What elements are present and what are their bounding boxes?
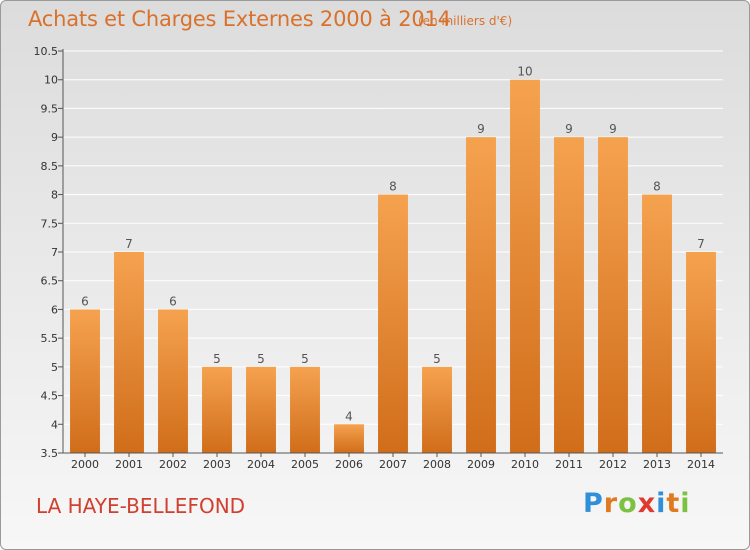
y-tick-label: 6 [51,303,58,316]
x-tick-label: 2004 [247,458,275,471]
bar-value-label: 5 [257,352,265,366]
y-tick-label: 10 [44,74,58,87]
bar [642,194,672,454]
y-tick-label: 7 [51,246,58,259]
bar-value-label: 8 [653,180,661,194]
logo-letter: i [656,488,667,519]
axes [58,49,723,457]
bar-value-label: 7 [697,237,705,251]
y-tick-label: 8 [51,189,58,202]
x-tick-label: 2005 [291,458,319,471]
y-tick-label: 6.5 [41,275,59,288]
x-tick-label: 2013 [643,458,671,471]
x-tick-label: 2014 [687,458,715,471]
x-tick-label: 2007 [379,458,407,471]
bar [202,366,232,453]
bar [246,366,276,453]
bar-value-label: 4 [345,409,353,423]
chart-title: Achats et Charges Externes 2000 à 2014 [28,7,451,31]
bar-value-label: 9 [477,122,485,136]
x-tick-label: 2009 [467,458,495,471]
bar [290,366,320,453]
y-tick-label: 10.5 [34,45,59,58]
bar-value-label: 7 [125,237,133,251]
bar [466,137,496,453]
x-tick-label: 2000 [71,458,99,471]
chart-subtitle: (en milliers d'€) [418,14,513,28]
y-tick-label: 5.5 [41,332,59,345]
proxiti-logo: Proxiti [583,488,691,519]
y-tick-label: 8.5 [41,160,59,173]
y-tick-label: 7.5 [41,217,59,230]
x-tick-label: 2011 [555,458,583,471]
bar [598,137,628,453]
bar [554,137,584,453]
bar [158,309,188,453]
x-tick-label: 2002 [159,458,187,471]
logo-letter: P [583,488,604,519]
y-tick-label: 9.5 [41,102,59,115]
bar [70,309,100,453]
y-tick-label: 4 [51,418,58,431]
bar-value-label: 8 [389,180,397,194]
y-tick-label: 4.5 [41,390,59,403]
logo-letter: o [618,488,638,519]
logo-letter: t [666,488,681,519]
bar [422,366,452,453]
bar [686,252,716,453]
bar-value-label: 5 [433,352,441,366]
bar [114,252,144,453]
x-tick-label: 2012 [599,458,627,471]
bars [70,79,716,454]
bar [510,79,540,453]
x-tick-label: 2008 [423,458,451,471]
bar [334,424,364,453]
bar-value-label: 9 [609,122,617,136]
commune-name: LA HAYE-BELLEFOND [36,494,246,518]
x-tick-label: 2001 [115,458,143,471]
x-tick-label: 2003 [203,458,231,471]
logo-letter: r [603,488,619,519]
y-tick-label: 9 [51,131,58,144]
bar-value-label: 10 [517,65,532,79]
y-tick-label: 3.5 [41,447,59,460]
bar-value-label: 9 [565,122,573,136]
logo-letter: i [680,488,691,519]
labels: 3.5 4 4.5 5 5.5 6 6.5 7 7.5 8 8.5 9 9.5 10 10.5 6 2000 7 2… [34,45,716,471]
bar-value-label: 6 [81,294,89,308]
bar-value-label: 6 [169,294,177,308]
bar [378,194,408,454]
bar-value-label: 5 [301,352,309,366]
bar-value-label: 5 [213,352,221,366]
y-tick-label: 5 [51,361,58,374]
x-tick-label: 2006 [335,458,363,471]
logo-letter: x [637,488,657,519]
x-tick-label: 2010 [511,458,539,471]
